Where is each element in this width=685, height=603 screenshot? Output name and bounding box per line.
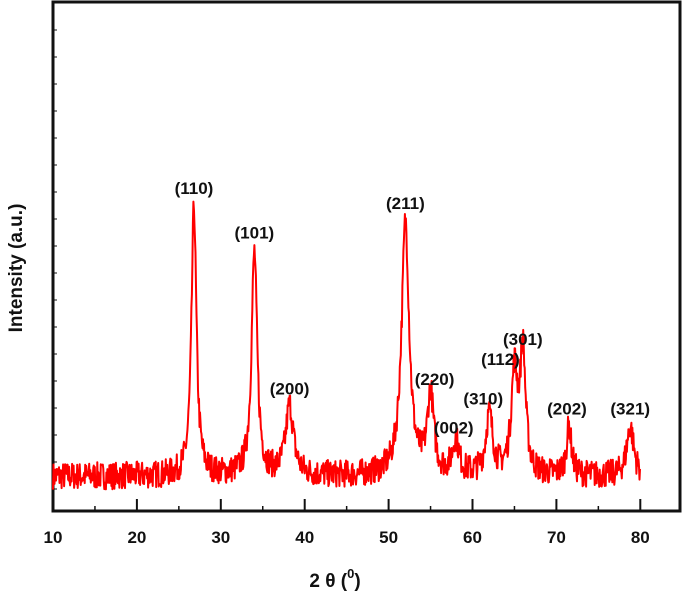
x-tick-label: 60	[463, 528, 482, 547]
peak-label: (220)	[415, 370, 455, 389]
x-tick-label: 70	[547, 528, 566, 547]
peak-label: (200)	[270, 380, 310, 399]
x-tick-label: 50	[379, 528, 398, 547]
peak-labels: (110) (101) (200) (211) (220) (002) (310) (112)…	[175, 179, 650, 437]
x-tick-label: 30	[211, 528, 230, 547]
peak-label: (310)	[463, 390, 503, 409]
peak-label: (002)	[434, 418, 474, 437]
peak-label: (301)	[503, 330, 543, 349]
x-tick-label: 80	[631, 528, 650, 547]
peak-label: (112)	[481, 350, 520, 369]
x-tick-label: 10	[44, 528, 63, 547]
peak-label: (110)	[175, 179, 214, 198]
xrd-trace	[52, 200, 641, 491]
y-axis-ticks	[53, 29, 57, 490]
x-axis-tick-labels: 10 20 30 40 50 60 70 80	[44, 528, 650, 547]
y-axis-title: Intensity (a.u.)	[6, 204, 27, 333]
plot-frame	[51, 0, 682, 513]
peak-label: (101)	[235, 224, 275, 243]
x-axis-ticks	[94, 499, 642, 511]
peak-label: (211)	[386, 194, 425, 213]
x-tick-label: 20	[127, 528, 146, 547]
peak-label: (202)	[547, 400, 587, 419]
peak-label: (321)	[610, 400, 650, 419]
x-axis-title: 2 θ (0)	[309, 566, 360, 592]
x-tick-label: 40	[295, 528, 314, 547]
